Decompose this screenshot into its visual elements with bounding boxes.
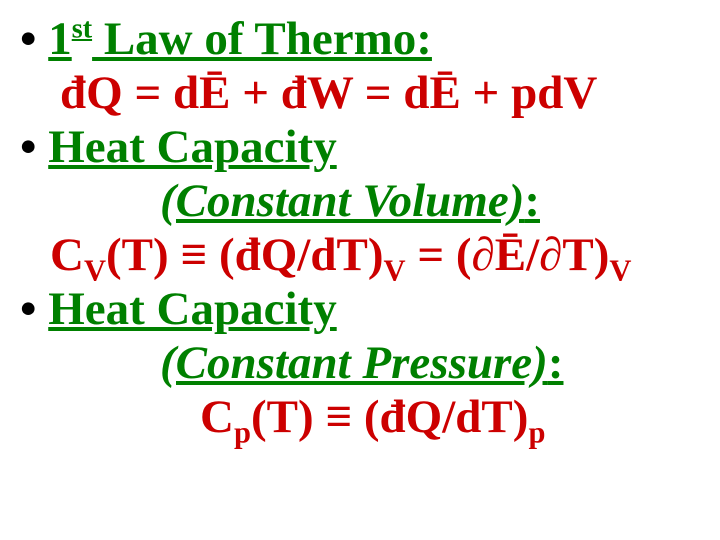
cp-b: (T) ≡ (đQ/dT) <box>251 391 528 443</box>
first-law-sup: st <box>72 13 92 44</box>
constant-pressure-colon: : <box>548 337 564 389</box>
cv-sub2: V <box>384 254 406 288</box>
line-8-cp-equation: Cp(T) ≡ (đQ/dT)p <box>20 390 700 444</box>
line-7-constant-pressure: (Constant Pressure): <box>20 336 700 390</box>
line-5-cv-equation: CV(T) ≡ (đQ/dT)V = (∂Ē/∂T)V <box>20 228 700 282</box>
bullet-1: • <box>20 13 48 65</box>
line-2-equation-first-law: đQ = dĒ + đW = dĒ + pdV <box>20 66 700 120</box>
heat-capacity-text-2: Heat Capacity <box>48 283 336 335</box>
first-law-text-b: Law of Thermo: <box>92 13 432 65</box>
cv-sub3: V <box>609 254 631 288</box>
cv-a: C <box>50 229 84 281</box>
constant-volume-text: (Constant Volume) <box>160 175 524 227</box>
first-law-equation: đQ = dĒ + đW = dĒ + pdV <box>60 67 597 119</box>
bullet-3: • <box>20 283 48 335</box>
first-law-text-a: 1 <box>48 13 72 65</box>
cv-b: (T) ≡ (đQ/dT) <box>106 229 383 281</box>
line-3-heat-capacity-heading: • Heat Capacity <box>20 120 700 174</box>
line-6-heat-capacity-heading-2: • Heat Capacity <box>20 282 700 336</box>
constant-volume-colon: : <box>524 175 540 227</box>
cp-sub1: p <box>234 416 251 450</box>
line-4-constant-volume: (Constant Volume): <box>20 174 700 228</box>
cp-sub2: p <box>528 416 545 450</box>
cp-a: C <box>200 391 234 443</box>
constant-pressure-text: (Constant Pressure) <box>160 337 548 389</box>
line-1-first-law-heading: • 1st Law of Thermo: <box>20 12 700 66</box>
bullet-2: • <box>20 121 48 173</box>
cv-c: = (∂Ē/∂T) <box>406 229 610 281</box>
heat-capacity-text-1: Heat Capacity <box>48 121 336 173</box>
